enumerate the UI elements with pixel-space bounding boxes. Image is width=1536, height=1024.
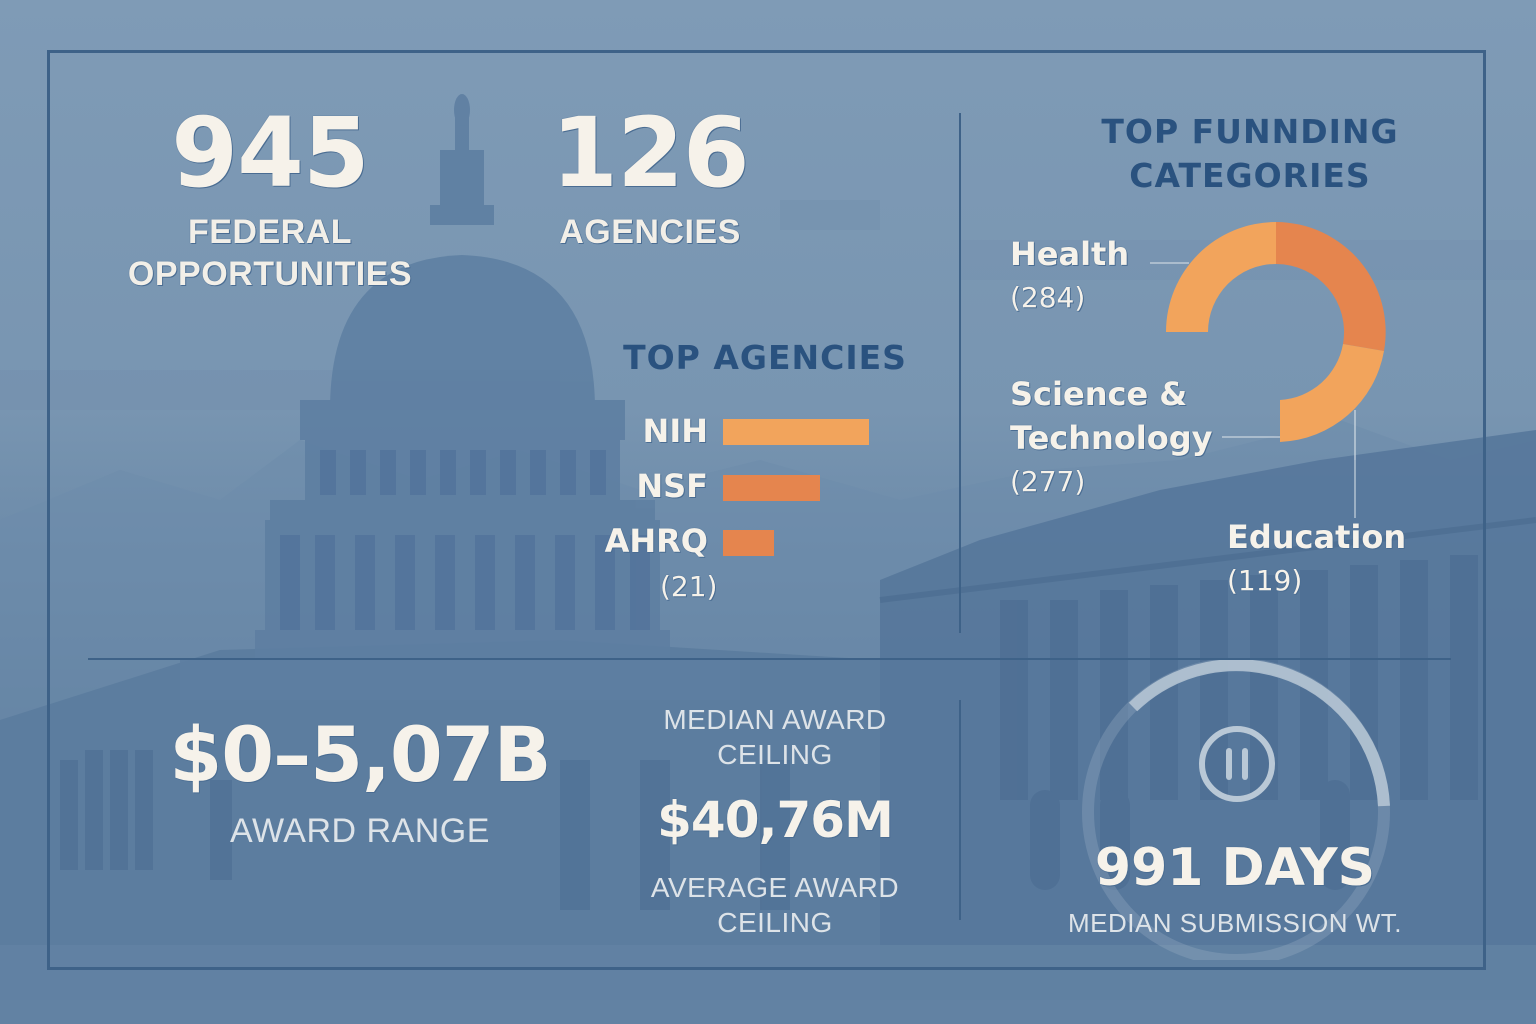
award-range-label: AWARD RANGE <box>230 812 490 850</box>
submission-wait-label: MEDIAN SUBMISSION WT. <box>1067 908 1403 938</box>
education-leader-line <box>1354 410 1356 518</box>
pause-icon <box>1199 726 1275 802</box>
category-name-health: Health <box>1010 235 1130 273</box>
average-award-label-line2: CEILING <box>717 907 833 938</box>
horizontal-divider <box>88 658 1451 660</box>
submission-wait-stat: 991 DAYS MEDIAN SUBMISSION WT. <box>1030 838 1440 941</box>
submission-wait-gauge <box>1082 660 1390 960</box>
stat-opportunities: 945 FEDERAL OPPORTUNITIES <box>100 105 440 295</box>
category-science-technology: Science & Technology (277) <box>1010 372 1213 504</box>
stat-agencies: 126 AGENCIES <box>530 105 770 253</box>
vertical-divider-top <box>959 113 961 633</box>
median-award-label-line1: MEDIAN AWARD <box>663 704 887 735</box>
top-categories-title-line1: TOP FUNNDING <box>1101 112 1399 151</box>
category-count-health: (284) <box>1010 281 1086 314</box>
award-range-value: $0–5,07B <box>169 710 551 799</box>
agency-bar-ahrq <box>723 530 774 556</box>
infographic-frame <box>47 50 1486 970</box>
submission-wait-value: 991 DAYS <box>1094 838 1376 898</box>
category-health: Health (284) <box>1010 232 1129 320</box>
agencies-label: AGENCIES <box>559 213 741 251</box>
category-name-science-line2: Technology <box>1010 419 1213 457</box>
agency-count-ahrq: (21) <box>660 570 718 603</box>
category-name-science-line1: Science & <box>1010 375 1188 413</box>
agency-label-ahrq: AHRQ <box>604 522 708 560</box>
award-ceiling-stat: MEDIAN AWARD CEILING $40,76M AVERAGE AWA… <box>630 702 920 940</box>
top-categories-title-line2: CATEGORIES <box>1129 156 1371 195</box>
award-range-stat: $0–5,07B AWARD RANGE <box>120 710 600 849</box>
category-education: Education (119) <box>1227 515 1406 603</box>
opportunities-count: 945 <box>171 97 369 209</box>
vertical-divider-bottom <box>959 700 961 920</box>
agency-label-nsf: NSF <box>636 467 708 505</box>
agency-bar-nih <box>723 419 869 445</box>
top-categories-title: TOP FUNNDING CATEGORIES <box>1080 110 1420 198</box>
award-ceiling-value: $40,76M <box>657 791 894 849</box>
agencies-count: 126 <box>551 97 749 209</box>
agency-label-nih: NIH <box>642 412 708 450</box>
opportunities-label-line1: FEDERAL <box>187 213 353 251</box>
top-agencies-title: TOP AGENCIES <box>623 338 907 377</box>
category-count-education: (119) <box>1227 564 1303 597</box>
average-award-label-line1: AVERAGE AWARD <box>650 872 900 903</box>
opportunities-label-line2: OPPORTUNITIES <box>127 255 413 293</box>
median-award-label-line2: CEILING <box>717 739 833 770</box>
agency-bar-nsf <box>723 475 820 501</box>
category-name-education: Education <box>1227 518 1407 556</box>
category-count-science: (277) <box>1010 465 1086 498</box>
